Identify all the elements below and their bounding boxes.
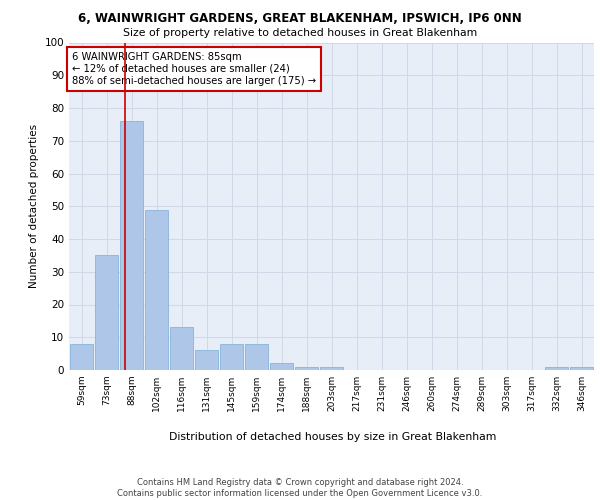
Bar [95,256,118,370]
Text: 6 WAINWRIGHT GARDENS: 85sqm
← 12% of detached houses are smaller (24)
88% of sem: 6 WAINWRIGHT GARDENS: 85sqm ← 12% of det… [71,52,316,86]
Bar [295,366,318,370]
Bar [145,210,168,370]
Bar [195,350,218,370]
Bar [170,328,193,370]
Bar [570,366,593,370]
Bar [545,366,568,370]
Bar [220,344,243,370]
Text: Distribution of detached houses by size in Great Blakenham: Distribution of detached houses by size … [169,432,497,442]
Text: 6, WAINWRIGHT GARDENS, GREAT BLAKENHAM, IPSWICH, IP6 0NN: 6, WAINWRIGHT GARDENS, GREAT BLAKENHAM, … [78,12,522,26]
Y-axis label: Number of detached properties: Number of detached properties [29,124,39,288]
Bar [320,366,343,370]
Bar [270,364,293,370]
Bar [70,344,93,370]
Bar [120,121,143,370]
Bar [245,344,268,370]
Text: Contains HM Land Registry data © Crown copyright and database right 2024.
Contai: Contains HM Land Registry data © Crown c… [118,478,482,498]
Text: Size of property relative to detached houses in Great Blakenham: Size of property relative to detached ho… [123,28,477,38]
